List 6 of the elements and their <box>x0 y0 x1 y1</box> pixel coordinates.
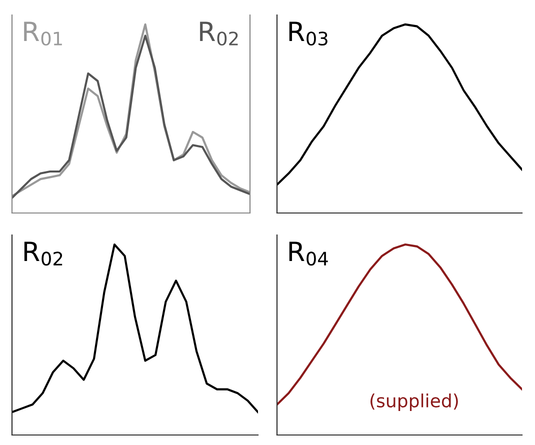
chart-title: R$_{02}$ <box>24 242 62 266</box>
chart-title: R$_{04}$ <box>289 242 328 266</box>
series-label: R$_{02}$ <box>200 22 238 46</box>
chart-title: R$_{03}$ <box>289 22 328 46</box>
series-label: R$_{01}$ <box>24 22 62 46</box>
annotation: (supplied) <box>370 394 458 411</box>
